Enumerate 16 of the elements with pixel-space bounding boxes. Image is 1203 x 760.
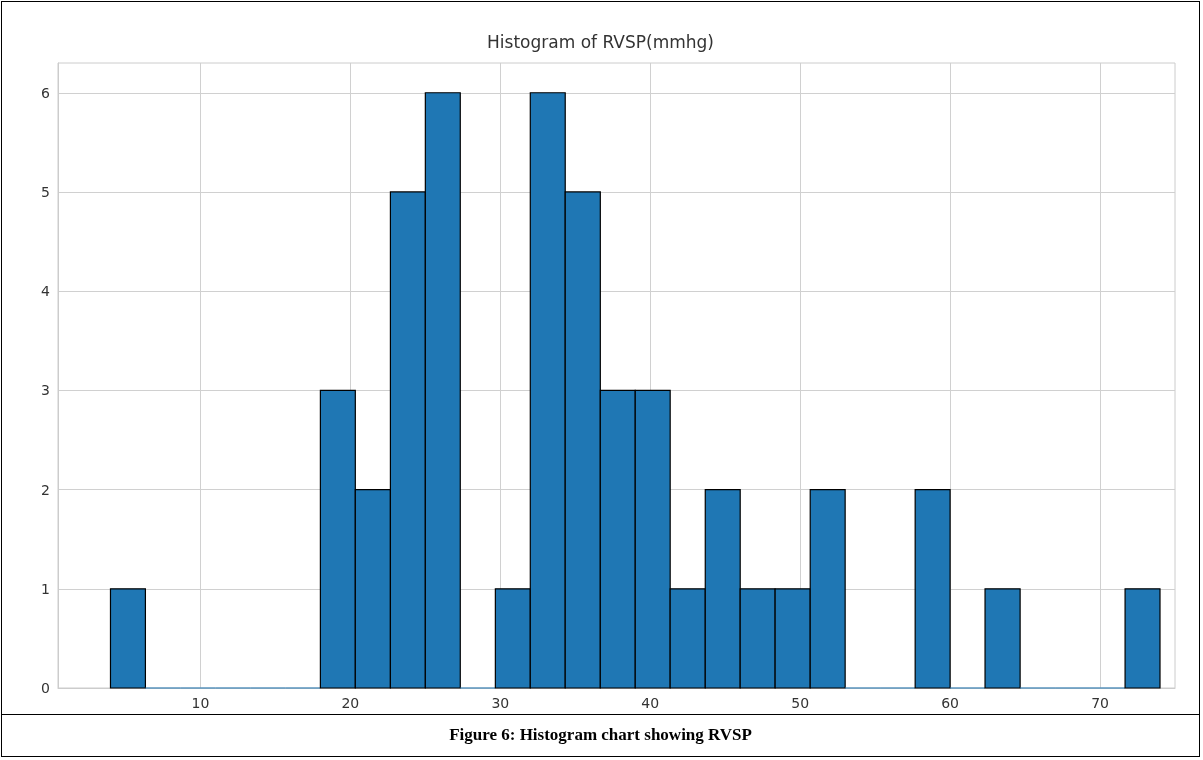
x-tick-label: 40: [641, 695, 660, 711]
x-tick-label: 70: [1091, 695, 1109, 711]
x-tick-label: 20: [341, 695, 360, 711]
x-tick-label: 60: [941, 695, 960, 711]
y-tick-label: 1: [41, 580, 50, 597]
y-tick-label: 4: [41, 283, 51, 300]
caption: Figure 6: Histogram chart showing RVSP: [2, 714, 1199, 757]
y-tick-label: 5: [41, 183, 50, 200]
y-tick-label: 3: [41, 382, 50, 399]
x-tick-label: 50: [791, 695, 810, 711]
x-tick-label: 10: [191, 695, 210, 711]
y-tick-label: 0: [41, 680, 50, 696]
chart-title: Histogram of RVSP(mmhg): [487, 31, 714, 52]
y-tick-label: 6: [41, 84, 51, 101]
x-tick-label: 30: [491, 695, 510, 711]
y-tick-label: 2: [41, 481, 50, 498]
